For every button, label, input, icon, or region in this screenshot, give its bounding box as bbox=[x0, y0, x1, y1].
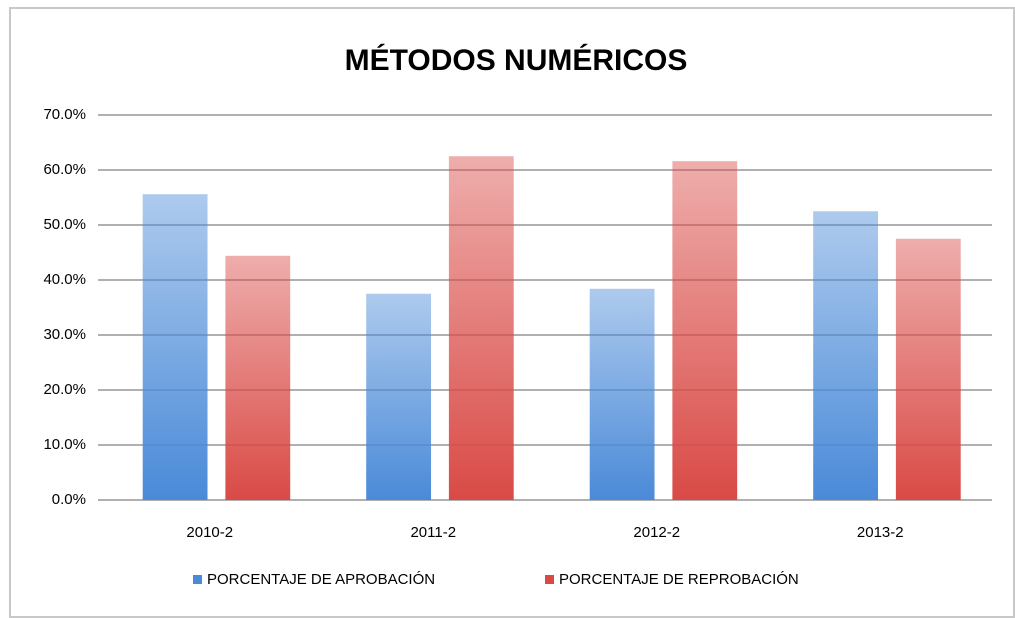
legend-label: PORCENTAJE DE REPROBACIÓN bbox=[559, 571, 799, 588]
chart-title: MÉTODOS NUMÉRICOS bbox=[345, 43, 688, 77]
bar bbox=[895, 238, 961, 500]
y-tick-label: 10.0% bbox=[43, 436, 86, 453]
bar bbox=[366, 293, 432, 500]
bar bbox=[142, 194, 208, 500]
y-tick-label: 50.0% bbox=[43, 216, 86, 233]
y-tick-label: 0.0% bbox=[52, 491, 86, 508]
y-tick-label: 30.0% bbox=[43, 326, 86, 343]
legend-swatch bbox=[193, 575, 202, 584]
bar bbox=[672, 161, 738, 500]
bar bbox=[448, 156, 514, 500]
bar bbox=[589, 288, 655, 500]
legend-swatch bbox=[545, 575, 554, 584]
x-tick-label: 2012-2 bbox=[633, 524, 680, 541]
y-tick-label: 40.0% bbox=[43, 271, 86, 288]
y-tick-label: 60.0% bbox=[43, 161, 86, 178]
bar bbox=[225, 255, 291, 500]
x-tick-label: 2013-2 bbox=[857, 524, 904, 541]
x-tick-label: 2011-2 bbox=[410, 524, 456, 541]
y-tick-label: 70.0% bbox=[43, 106, 86, 123]
bar bbox=[813, 211, 879, 500]
y-tick-label: 20.0% bbox=[43, 381, 86, 398]
x-tick-label: 2010-2 bbox=[186, 524, 233, 541]
legend-label: PORCENTAJE DE APROBACIÓN bbox=[207, 571, 435, 588]
